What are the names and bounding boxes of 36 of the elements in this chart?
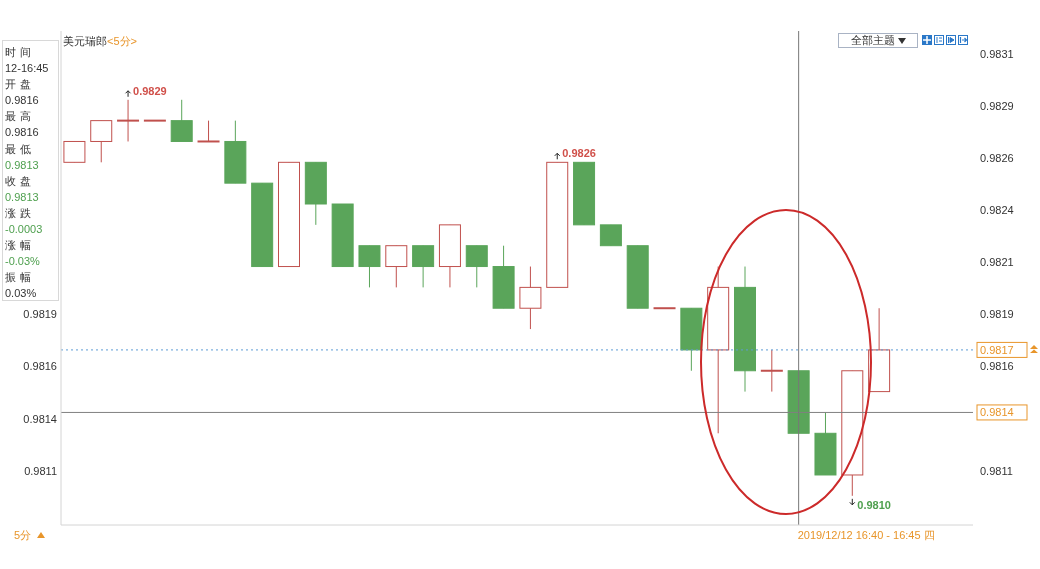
y-tick-label: 0.9811 xyxy=(24,464,57,477)
y2-tick-label: 0.9829 xyxy=(980,99,1014,112)
y-tick-label: 0.9819 xyxy=(23,308,57,321)
candlestick xyxy=(519,266,542,330)
candlestick xyxy=(599,224,622,247)
info-panel: 时间 12-16:45 开盘 0.9816 最高 0.9816 最低 0.9813 收盘 0.9813 涨跌 -0.0003 涨幅 -0.03% 振幅 0.03% xyxy=(2,40,59,301)
candlestick xyxy=(116,99,141,142)
annotation: 0.9829 xyxy=(133,84,167,97)
y2-tick-label: 0.9819 xyxy=(980,308,1014,321)
annotation: 0.9810 xyxy=(857,498,891,511)
candlestick xyxy=(358,245,381,288)
candlestick xyxy=(90,120,113,163)
y2-tick-label: 0.9811 xyxy=(980,464,1013,477)
candlestick xyxy=(63,140,86,163)
candlestick xyxy=(412,245,435,288)
chart-subtitle: <5分> xyxy=(107,35,137,47)
y2-tick-label: 0.9824 xyxy=(980,204,1014,217)
annotation: 0.9826 xyxy=(562,147,596,160)
candlestick xyxy=(196,120,221,143)
y2-tick-label: 0.9826 xyxy=(980,152,1014,165)
y-tick-label: 0.9814 xyxy=(23,412,57,425)
candlestick xyxy=(170,99,193,142)
annotation: 全部主题 xyxy=(851,34,895,47)
candlestick xyxy=(385,245,408,288)
ref-line-label: 0.9817 xyxy=(980,343,1014,356)
y-tick-label: 0.9816 xyxy=(23,360,57,373)
candlestick xyxy=(759,349,784,393)
ref-line-label: 0.9814 xyxy=(980,406,1014,419)
candlestick xyxy=(465,245,488,288)
y2-tick-label: 0.9816 xyxy=(980,360,1014,373)
y2-tick-label: 0.9821 xyxy=(980,256,1014,269)
y2-tick-label: 0.9831 xyxy=(980,47,1014,60)
text: 2019/12/12 16:40 - 16:45 四 xyxy=(797,529,935,541)
text: 5分 xyxy=(14,529,32,541)
chart-title: 美元瑞郎 xyxy=(63,35,107,47)
dropdown-button: 全部主题 xyxy=(838,33,918,48)
